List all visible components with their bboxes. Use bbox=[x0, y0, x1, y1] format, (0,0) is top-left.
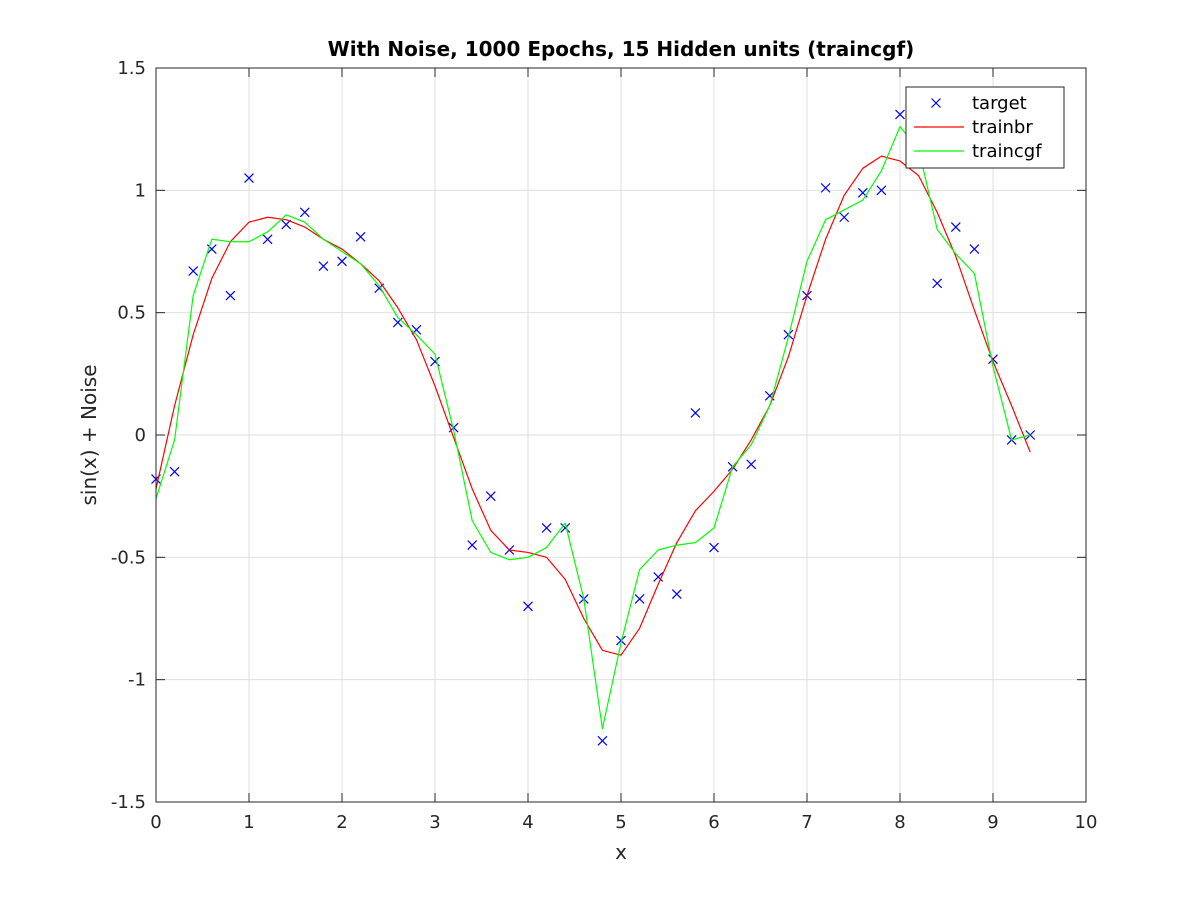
data-point-target bbox=[262, 234, 273, 245]
x-tick-label: 5 bbox=[615, 812, 626, 833]
data-point-target bbox=[690, 408, 701, 418]
data-point-target bbox=[820, 182, 831, 193]
x-tick-label: 7 bbox=[801, 812, 812, 833]
x-tick-label: 6 bbox=[708, 812, 719, 833]
data-point-target bbox=[653, 571, 664, 582]
legend-label-target: target bbox=[972, 93, 1027, 114]
data-point-target bbox=[932, 278, 943, 289]
data-point-target bbox=[969, 244, 980, 254]
y-tick-label: -1 bbox=[128, 670, 146, 691]
series-layer bbox=[151, 109, 1036, 746]
data-point-target bbox=[616, 635, 626, 646]
data-point-target bbox=[392, 317, 403, 328]
data-point-target bbox=[634, 594, 645, 604]
series-traincgf bbox=[155, 126, 1031, 730]
x-tick-label: 2 bbox=[336, 812, 347, 833]
legend-swatch-target bbox=[931, 98, 941, 108]
data-point-target bbox=[541, 523, 552, 533]
data-point-target bbox=[485, 491, 496, 502]
data-point-target bbox=[188, 266, 199, 276]
y-tick-label: 1 bbox=[135, 180, 146, 201]
data-point-target bbox=[355, 231, 366, 242]
data-point-target bbox=[299, 207, 310, 218]
x-tick-label: 0 bbox=[150, 812, 161, 833]
data-point-target bbox=[206, 244, 217, 254]
data-point-target bbox=[876, 185, 887, 196]
data-point-target bbox=[895, 109, 905, 120]
x-tick-label: 4 bbox=[522, 812, 533, 833]
series-line-traincgf bbox=[155, 126, 1031, 730]
data-point-target bbox=[318, 261, 329, 272]
data-point-target bbox=[560, 523, 571, 533]
data-point-target bbox=[467, 540, 478, 551]
data-point-target bbox=[169, 466, 180, 477]
data-point-target bbox=[950, 222, 961, 232]
x-tick-label: 10 bbox=[1075, 812, 1098, 833]
y-axis-label: sin(x) + Noise bbox=[77, 364, 101, 505]
data-point-target bbox=[411, 324, 422, 335]
data-point-target bbox=[523, 601, 533, 612]
chart-title: With Noise, 1000 Epochs, 15 Hidden units… bbox=[328, 37, 915, 61]
data-point-target bbox=[671, 589, 682, 599]
data-point-target bbox=[988, 354, 998, 365]
data-point-target bbox=[244, 173, 254, 184]
y-tick-label: 0 bbox=[135, 425, 146, 446]
x-tick-label: 1 bbox=[243, 812, 254, 833]
x-tick-label: 3 bbox=[429, 812, 440, 833]
data-point-target bbox=[709, 542, 719, 553]
ticks: 0 1 2 3 4 5 6 7 8 9 10 -1.5 -1 -0.5 0 0.5 1 1.5 bbox=[111, 58, 1098, 833]
data-point-target bbox=[281, 219, 292, 230]
x-tick-label: 9 bbox=[987, 812, 998, 833]
y-tick-label: -0.5 bbox=[111, 547, 146, 568]
y-tick-label: -1.5 bbox=[111, 792, 146, 813]
x-tick-label: 8 bbox=[894, 812, 905, 833]
legend-label-traincgf: traincgf bbox=[972, 141, 1042, 162]
y-tick-label: 0.5 bbox=[117, 303, 146, 324]
y-tick-label: 1.5 bbox=[117, 58, 146, 79]
series-trainbr bbox=[155, 155, 1031, 656]
data-point-target bbox=[225, 290, 236, 301]
legend-label-trainbr: trainbr bbox=[972, 117, 1033, 138]
data-point-target bbox=[597, 735, 608, 746]
series-line-trainbr bbox=[155, 155, 1031, 656]
data-point-target bbox=[746, 459, 757, 470]
legend: target trainbr traincgf bbox=[905, 86, 1065, 169]
data-point-target bbox=[337, 256, 347, 267]
x-axis-label: x bbox=[615, 840, 627, 864]
data-point-target bbox=[839, 212, 850, 223]
